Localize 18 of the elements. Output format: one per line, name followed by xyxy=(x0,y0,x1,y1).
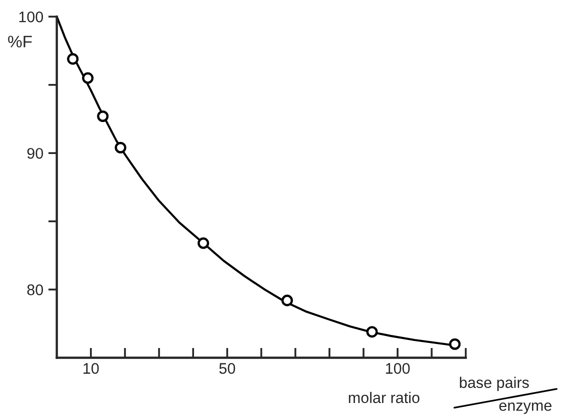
point xyxy=(366,326,378,338)
point xyxy=(67,53,79,65)
point xyxy=(82,72,94,84)
y-tick-label: 90 xyxy=(27,148,44,159)
y-tick-label: 80 xyxy=(27,284,44,296)
y-axis-title: %F xyxy=(8,36,32,48)
text: base pairs xyxy=(460,376,529,392)
x-tick-label: 10 xyxy=(84,363,99,374)
x-axis-title: molar ratio xyxy=(348,392,420,404)
point xyxy=(281,294,293,306)
y-tick-label: 100 xyxy=(19,12,44,22)
text: enzyme xyxy=(499,402,552,414)
point xyxy=(449,338,461,350)
point xyxy=(198,237,210,249)
point xyxy=(114,142,126,154)
point xyxy=(97,110,109,122)
x-tick-label: 100 xyxy=(386,363,410,374)
x-tick-label: 50 xyxy=(219,363,236,374)
